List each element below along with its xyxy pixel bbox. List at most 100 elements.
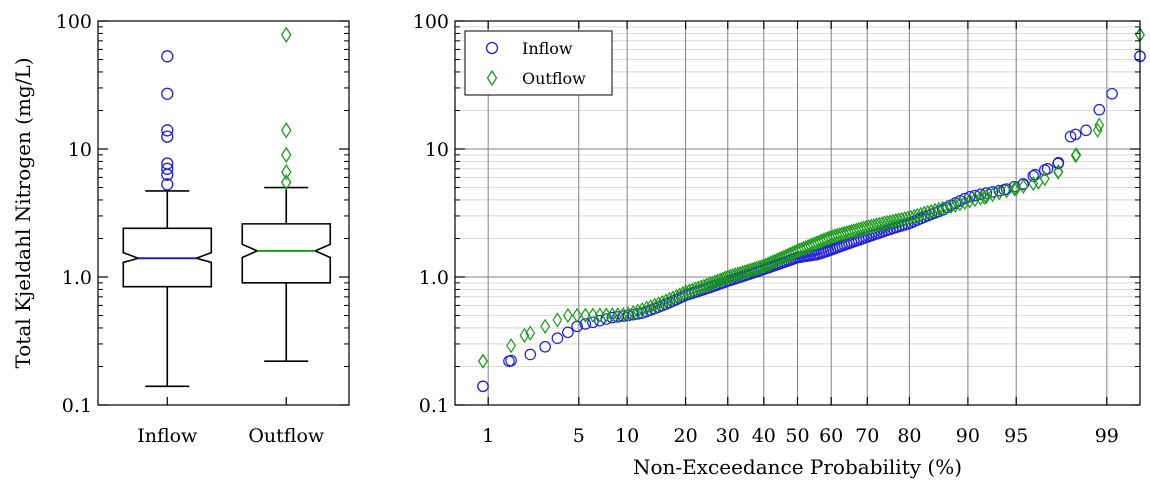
data-point	[946, 198, 956, 215]
probability-plot-panel: 0.1 1.0 10 100 1 5 10 20 30 40 50 60 70 80 90 95 99 Non…	[413, 11, 1146, 479]
data-point	[551, 332, 564, 345]
data-point	[715, 272, 726, 288]
data-point	[933, 201, 944, 217]
data-point	[1064, 130, 1077, 143]
x-tick-label: 60	[819, 425, 843, 447]
legend-marker	[485, 41, 499, 55]
data-point	[539, 340, 551, 353]
data-point	[1018, 178, 1029, 194]
boxplot-x-ticks: Inflow Outflow	[137, 397, 325, 447]
data-point	[594, 307, 605, 323]
data-point	[874, 216, 885, 232]
x-tick-label: 70	[855, 425, 879, 447]
data-point	[709, 274, 720, 290]
x-tick-label: Inflow	[137, 425, 198, 447]
data-point	[623, 306, 634, 322]
x-tick-label: 5	[573, 425, 585, 447]
data-point	[1080, 124, 1092, 137]
probability-y-ticks: 0.1 1.0 10 100	[413, 11, 1140, 417]
data-point	[861, 219, 872, 236]
boxplot-frame	[97, 20, 350, 406]
y-tick-label: 1.0	[419, 267, 449, 289]
data-point	[701, 277, 712, 293]
data-point	[704, 276, 715, 292]
flier-point	[280, 174, 292, 191]
series-inflow	[477, 50, 1146, 393]
flier-point	[280, 122, 292, 139]
data-point	[1039, 171, 1050, 187]
legend-frame	[464, 30, 613, 96]
data-point	[950, 197, 961, 213]
boxplot-y-ticks: 0.1 1.0 10 100	[56, 11, 349, 417]
x-tick-label: 50	[785, 425, 809, 447]
data-point	[717, 271, 728, 287]
data-point	[618, 306, 629, 323]
data-point	[693, 280, 704, 296]
series-outflow	[478, 27, 1145, 369]
flier-point	[161, 50, 174, 63]
data-point	[696, 279, 706, 295]
data-point	[941, 199, 952, 216]
data-point	[1033, 174, 1044, 190]
data-point	[863, 219, 874, 235]
flier-point	[280, 26, 292, 44]
x-tick-label: 80	[897, 425, 921, 447]
x-tick-label: 90	[956, 425, 980, 447]
data-point	[552, 312, 563, 328]
data-point	[645, 299, 656, 315]
data-point	[1106, 87, 1118, 100]
data-point	[579, 318, 592, 330]
x-tick-label: 20	[673, 425, 697, 447]
data-point	[707, 275, 718, 291]
flier-point	[161, 130, 174, 143]
data-point	[690, 281, 701, 297]
box-inflow	[122, 50, 213, 388]
data-point	[506, 338, 516, 354]
data-point	[653, 296, 664, 312]
data-point	[964, 193, 975, 209]
data-point	[1041, 163, 1054, 175]
data-point	[698, 278, 709, 294]
data-point	[580, 307, 591, 323]
data-point	[1001, 183, 1012, 199]
data-point	[587, 307, 598, 323]
y-tick-label: 100	[413, 11, 449, 33]
data-point	[681, 284, 691, 300]
data-point	[562, 326, 574, 339]
data-point	[1071, 147, 1082, 163]
x-tick-label: 30	[716, 425, 740, 447]
data-point	[970, 191, 980, 208]
data-point	[979, 189, 990, 205]
data-point	[1052, 157, 1064, 170]
data-point	[519, 327, 530, 343]
data-point	[503, 355, 515, 367]
x-tick-label: 10	[615, 425, 639, 447]
flier-point	[280, 163, 292, 181]
data-point	[587, 316, 599, 329]
probability-plot-grid	[455, 21, 1140, 405]
data-point	[478, 353, 488, 369]
data-point	[959, 194, 970, 211]
data-point	[637, 302, 648, 318]
flier-point	[161, 162, 174, 175]
y-tick-label: 0.1	[419, 395, 449, 417]
x-tick-label: Outflow	[248, 425, 325, 447]
data-point	[1093, 103, 1106, 116]
boxplot-y-axis-label: Total Kjeldahl Nitrogen (mg/L)	[11, 57, 35, 368]
flier-point	[280, 146, 292, 164]
probability-x-ticks: 1 5 10 20 30 40 50 60 70 80 90 95 99	[482, 21, 1119, 447]
probability-x-axis-label: Non-Exceedance Probability (%)	[633, 455, 962, 479]
boxes-layer	[122, 26, 332, 388]
legend-marker	[486, 69, 498, 87]
data-point	[1011, 181, 1022, 197]
data-point	[606, 311, 619, 324]
data-point	[975, 190, 986, 206]
data-point	[540, 318, 551, 334]
data-point	[572, 307, 583, 323]
data-point	[1053, 164, 1064, 180]
data-point	[866, 218, 877, 234]
box-body	[241, 223, 332, 284]
data-point	[478, 353, 488, 369]
data-point	[871, 217, 882, 233]
